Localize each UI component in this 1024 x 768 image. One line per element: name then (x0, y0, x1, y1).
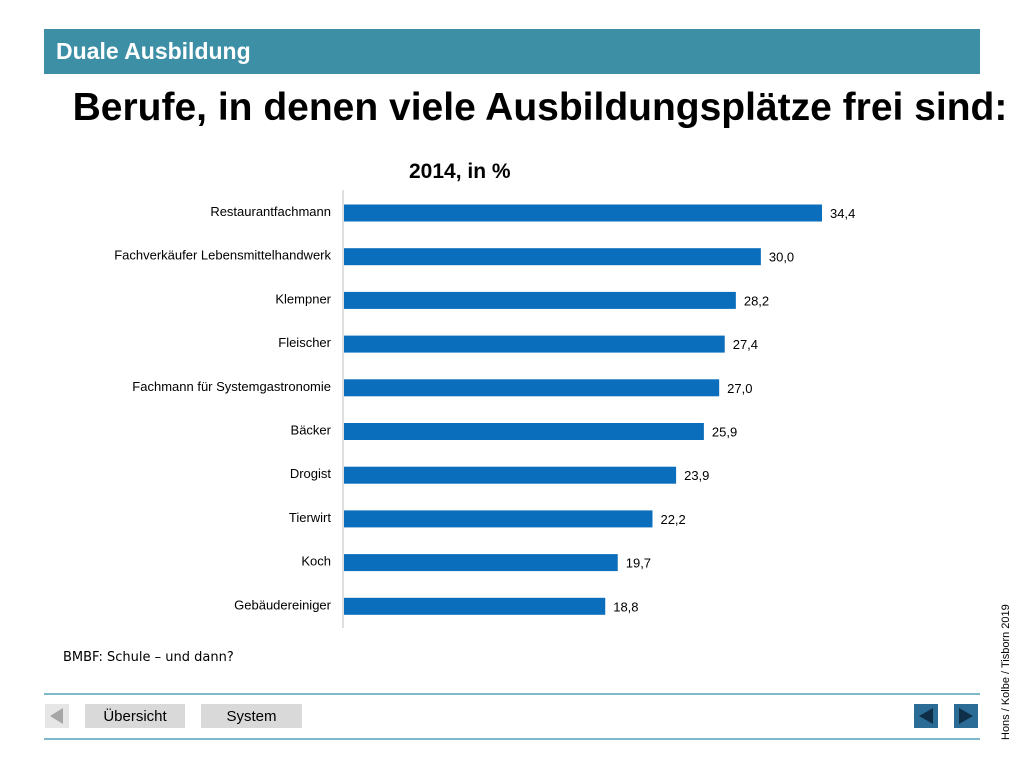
data-label: 27,4 (733, 337, 758, 352)
category-label: Fleischer (278, 335, 331, 350)
data-label: 28,2 (744, 293, 769, 308)
source-note: BMBF: Schule – und dann? (63, 650, 234, 665)
category-label: Drogist (290, 466, 332, 481)
bar (344, 510, 653, 528)
bar (344, 554, 618, 572)
slide-title: Berufe, in denen viele Ausbildungsplätze… (72, 86, 1008, 129)
data-label: 23,9 (684, 468, 709, 483)
bar (344, 335, 725, 353)
footer-rule-top (44, 693, 980, 695)
next-slide-button[interactable] (954, 704, 978, 728)
back-arrow-button[interactable] (45, 704, 69, 728)
overview-button[interactable]: Übersicht (85, 704, 185, 728)
system-button[interactable]: System (201, 704, 302, 728)
triangle-right-icon (959, 708, 973, 724)
bar (344, 423, 704, 440)
data-label: 18,8 (613, 599, 638, 614)
credit-text: Hons / Kolbe / Tisborn 2019 (1000, 604, 1012, 740)
category-label: Restaurantfachmann (210, 204, 331, 219)
data-label: 22,2 (660, 512, 685, 527)
category-label: Fachmann für Systemgastronomie (132, 379, 331, 394)
previous-slide-button[interactable] (914, 704, 938, 728)
footer-rule-bottom (44, 738, 980, 740)
category-label: Koch (301, 554, 331, 569)
category-label: Tierwirt (289, 510, 332, 525)
header-bar: Duale Ausbildung (44, 29, 980, 74)
bar (344, 204, 822, 222)
category-label: Bäcker (291, 423, 332, 438)
data-label: 27,0 (727, 381, 752, 396)
bar (344, 291, 736, 309)
bar (344, 248, 761, 266)
bar (344, 379, 720, 397)
triangle-left-icon (919, 708, 933, 724)
data-label: 19,7 (626, 556, 651, 571)
triangle-left-gray-icon (50, 708, 63, 724)
category-label: Fachverkäufer Lebensmittelhandwerk (114, 248, 331, 263)
bar (344, 597, 606, 615)
header-title: Duale Ausbildung (56, 38, 251, 64)
data-label: 34,4 (830, 206, 855, 221)
bar (344, 466, 677, 484)
data-label: 25,9 (712, 425, 737, 440)
category-label: Klempner (275, 291, 331, 306)
data-label: 30,0 (769, 250, 794, 265)
category-label: Gebäudereiniger (234, 597, 332, 612)
chart-subtitle: 2014, in % (409, 160, 511, 183)
